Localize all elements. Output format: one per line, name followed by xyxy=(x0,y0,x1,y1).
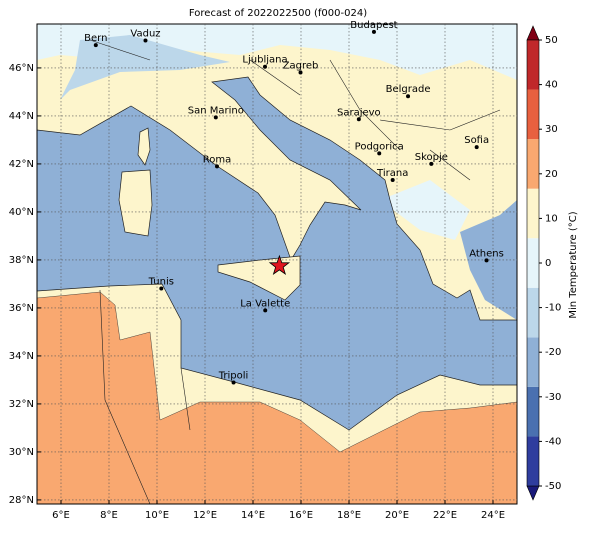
x-tick-label: 14°E xyxy=(241,510,265,521)
x-tick-label: 6°E xyxy=(52,510,70,521)
colorbar-label: Min Temperature (°C) xyxy=(568,211,579,318)
colorbar-tick-label: 30 xyxy=(545,124,558,135)
x-tick-label: 8°E xyxy=(100,510,118,521)
colorbar-segment xyxy=(527,238,539,288)
city-label: Sarajevo xyxy=(337,107,381,118)
colorbar-extend xyxy=(526,25,540,41)
city-dot xyxy=(377,151,382,156)
colorbar-segment xyxy=(527,337,539,387)
y-tick-label: 34°N xyxy=(9,351,34,362)
colorbar-tick-label: 50 xyxy=(545,35,558,46)
colorbar-tick-label: -30 xyxy=(545,392,561,403)
city-label: Skopje xyxy=(415,152,448,163)
city-dot xyxy=(474,145,479,150)
city-label: Tunis xyxy=(148,276,174,287)
city-label: Podgorica xyxy=(355,141,404,152)
cold-zone xyxy=(60,35,230,100)
city-label: Roma xyxy=(203,154,232,165)
city-dot xyxy=(390,178,395,182)
city-dot xyxy=(159,286,164,291)
y-tick-label: 28°N xyxy=(9,495,34,506)
y-tick-label: 44°N xyxy=(9,111,34,122)
city-dot xyxy=(484,258,489,263)
y-tick-label: 36°N xyxy=(9,303,34,314)
cold-zone xyxy=(380,180,470,240)
city-label: San Marino xyxy=(188,105,244,116)
x-tick-label: 16°E xyxy=(289,510,313,521)
colorbar-segment xyxy=(527,139,539,189)
city-dot xyxy=(263,64,267,69)
island xyxy=(137,127,151,166)
y-tick-label: 30°N xyxy=(9,447,34,458)
city-dot xyxy=(215,164,219,169)
border xyxy=(89,39,501,504)
frame xyxy=(36,23,518,505)
city-dot xyxy=(143,38,148,43)
colorbar-segment xyxy=(527,386,539,437)
city-label: Zagreb xyxy=(283,60,319,71)
city-dot xyxy=(93,43,98,48)
title: Forecast of 2022022500 (f000-024) xyxy=(189,8,367,19)
city-dot xyxy=(406,94,411,99)
city-label: Tirana xyxy=(376,168,408,179)
colorbar-tick-label: -10 xyxy=(545,303,561,314)
city-dot xyxy=(298,70,303,75)
y-tick-label: 40°N xyxy=(9,207,34,218)
city-dot xyxy=(429,161,434,166)
colorbar-tick-label: 10 xyxy=(545,213,558,224)
y-tick-label: 46°N xyxy=(9,63,34,74)
y-tick-label: 38°N xyxy=(9,255,34,266)
colorbar-segment xyxy=(527,287,539,338)
city-dot xyxy=(231,380,236,385)
colorbar-tick-label: 40 xyxy=(545,80,558,91)
colorbar-tick-label: -40 xyxy=(545,436,561,447)
colorbar-tick-label: -20 xyxy=(545,347,561,358)
city-label: Bern xyxy=(84,33,107,44)
x-tick-label: 22°E xyxy=(433,510,457,521)
city-dot xyxy=(356,117,361,122)
colorbar-tick-label: -50 xyxy=(545,481,561,492)
colorbar-segment xyxy=(527,40,539,90)
colorbar-segment xyxy=(527,89,539,140)
location-marker xyxy=(268,254,291,275)
y-tick-label: 32°N xyxy=(9,399,34,410)
city-label: Ljubljana xyxy=(242,55,287,66)
city-label: Tripoli xyxy=(218,371,249,382)
island xyxy=(118,169,153,237)
city-label: Belgrade xyxy=(386,84,431,95)
colorbar-extend xyxy=(526,485,540,501)
city-label: Vaduz xyxy=(130,29,160,40)
x-tick-label: 10°E xyxy=(145,510,169,521)
x-tick-label: 18°E xyxy=(337,510,361,521)
y-tick-label: 42°N xyxy=(9,159,34,170)
colorbar-tick-label: 20 xyxy=(545,169,558,180)
city-dot xyxy=(213,115,218,120)
city-dot xyxy=(263,308,268,313)
colorbar-segment xyxy=(527,436,539,486)
x-tick-label: 12°E xyxy=(193,510,217,521)
city-label: La Valette xyxy=(240,298,290,309)
city-label: Budapest xyxy=(350,20,397,31)
colorbar-tick-label: 0 xyxy=(545,258,551,269)
x-tick-label: 20°E xyxy=(385,510,409,521)
x-tick-label: 24°E xyxy=(481,510,505,521)
city-dot xyxy=(371,29,376,34)
city-label: Athens xyxy=(469,248,504,259)
city-label: Sofia xyxy=(464,135,489,146)
colorbar-segment xyxy=(527,188,539,239)
